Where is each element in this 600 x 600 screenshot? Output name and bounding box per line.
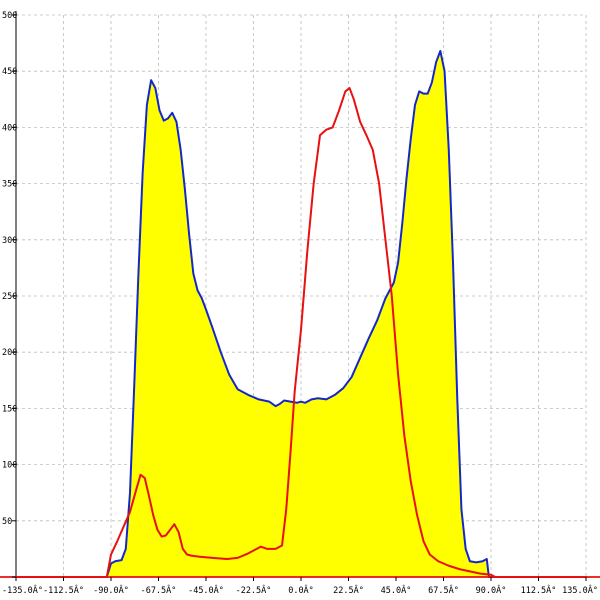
x-tick-label: -67.5Â° — [141, 584, 177, 596]
x-tick-label: 112.5Â° — [521, 584, 557, 596]
x-tick-label: 135.0Â° — [562, 584, 598, 596]
axes — [0, 11, 600, 581]
x-tick-label: -112.5Â° — [43, 584, 84, 596]
x-tick-label: 45.0Â° — [381, 584, 412, 596]
y-tick-label: 500 — [2, 11, 17, 21]
x-tick-label: 67.5Â° — [428, 584, 459, 596]
x-tick-label: 22.5Â° — [333, 584, 364, 596]
x-tick-label: 90.0Â° — [476, 584, 507, 596]
y-tick-label: 200 — [2, 348, 17, 358]
y-tick-labels: 501001502002503003504004505000 — [2, 11, 17, 527]
y-tick-label: 150 — [2, 404, 17, 414]
x-tick-labels: -135.0Â° -112.5Â° -90.0Â° -67.5Â° -45.0Â° -22… — [2, 584, 598, 596]
y-tick-label: 300 — [2, 236, 17, 246]
y-tick-label: 450 — [2, 67, 17, 77]
y-tick-label: 350 — [2, 180, 17, 190]
series-fills — [16, 50, 586, 578]
y-tick-label: 400 — [2, 123, 17, 133]
series-1-line — [16, 49, 586, 578]
y-tick-label: 100 — [2, 461, 17, 471]
x-tick-label: -90.0Â° — [93, 584, 129, 596]
y-tick-label: 50 — [2, 517, 12, 527]
y-tick-label: 250 — [2, 292, 17, 302]
x-tick-label: -22.5Â° — [236, 584, 272, 596]
series-1-area — [16, 50, 586, 578]
x-tick-label: -45.0Â° — [188, 584, 224, 596]
x-tick-label: -135.0Â° — [2, 584, 43, 596]
series-lines — [16, 49, 586, 578]
series-2-line — [16, 87, 586, 578]
x-tick-label: 0.0Â° — [288, 584, 314, 596]
